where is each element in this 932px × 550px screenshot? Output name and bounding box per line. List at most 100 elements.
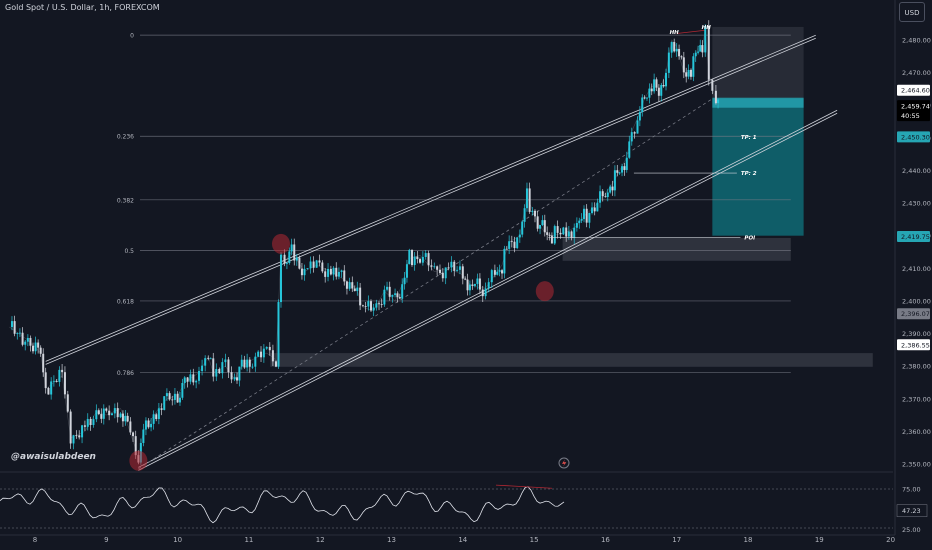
candle [86,418,89,427]
candle [416,256,419,260]
candle [471,284,474,286]
candle [58,369,61,382]
candle [388,286,391,297]
candle [464,278,467,280]
channel-upper [45,34,816,362]
candle [430,265,433,267]
candle [215,368,218,377]
candle [168,393,171,400]
candle [26,337,29,342]
hh-divergence-line [676,29,706,34]
candle [583,208,586,220]
candle [660,85,663,96]
candle [419,259,422,263]
candle [32,345,35,352]
candle [673,42,676,52]
annotation-hh: HH [670,30,680,36]
candle [147,420,150,428]
candle [63,372,66,395]
candle [556,226,559,233]
candle [129,421,132,433]
candle [240,359,243,367]
candle [697,51,700,53]
candle [599,191,602,203]
candle [643,97,646,99]
candle [427,253,430,266]
candle [653,79,656,92]
candle [516,237,519,249]
candle [100,414,103,419]
candle [655,79,658,88]
lightning-icon[interactable] [558,457,570,469]
candle [359,287,362,306]
candle [29,337,32,346]
bar-countdown: 40:55 [901,112,920,120]
candle [456,269,459,271]
candle [689,69,692,77]
candle [505,248,508,250]
candle [496,271,499,275]
candle [348,282,351,289]
candle [134,436,137,456]
candle [233,377,236,380]
channel-lower [138,112,838,471]
candle [692,56,695,77]
candle [262,348,265,358]
candle [197,371,200,381]
price-label: 2,386.55 [901,341,930,349]
annotation-tp1: TP: 1 [741,135,757,141]
candle [616,170,619,173]
rsi-tick: 25.00 [902,526,921,534]
candle [132,432,135,437]
candle [295,257,298,261]
candle [61,369,64,373]
candle [69,411,72,444]
candle [447,267,450,269]
candle [309,261,312,269]
symbol-title: Gold Spot / U.S. Dollar, 1h, FOREXCOM [5,3,160,12]
candle [21,332,24,345]
candle [503,248,506,274]
price-tick: 2,430.00 [902,200,931,208]
candle [121,413,124,422]
candle [105,408,108,411]
candle [345,281,348,289]
candle [324,271,327,277]
candle [44,372,47,389]
candle [694,52,697,57]
candle [236,377,239,381]
candle [312,261,315,268]
lightning-glyph [562,459,567,467]
candle [580,219,583,221]
candle [717,99,720,104]
candle [160,408,163,410]
candle [687,69,690,77]
price-label-box [897,231,930,243]
candle [254,356,257,367]
candle [230,372,233,380]
candle [575,223,578,228]
candle [192,374,195,383]
candle [386,286,389,290]
candle [650,88,653,92]
candle [257,351,260,357]
currency-button[interactable]: USD [899,2,925,22]
candle [623,166,626,170]
price-tick: 2,400.00 [902,297,931,305]
candle [356,287,359,292]
candle [178,397,181,403]
time-tick: 10 [173,536,182,544]
candle [39,347,42,354]
candle [78,435,81,438]
candle [227,359,230,373]
candle [548,234,551,236]
candle [588,213,591,223]
candle [401,284,404,299]
candle [408,249,411,265]
candle [246,359,249,368]
candle [618,172,621,174]
candle [201,365,204,372]
candle [181,383,184,398]
candle [95,410,98,420]
